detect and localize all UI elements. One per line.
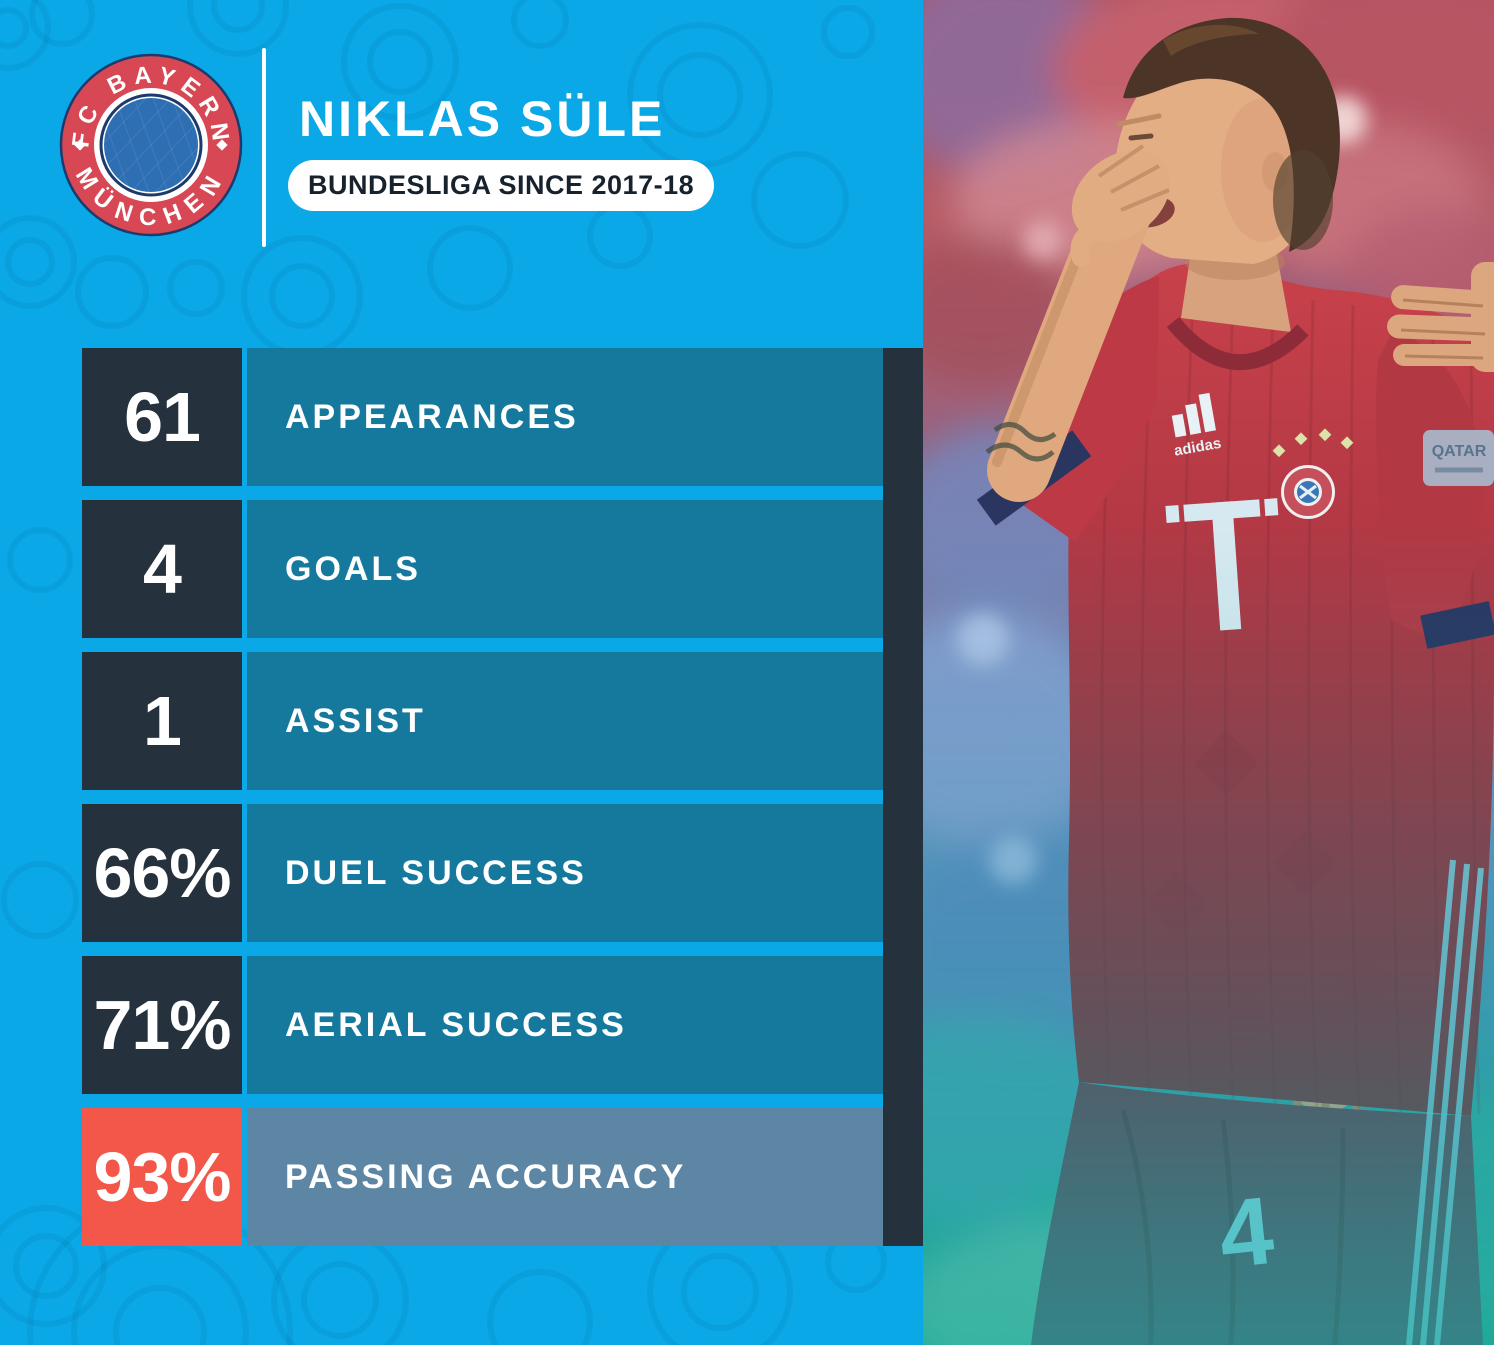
sleeve-patch-text: QATAR	[1432, 443, 1487, 460]
stat-value: 93%	[82, 1108, 242, 1246]
player-photo-art: adidas	[923, 0, 1494, 1345]
crest-lozenge-field	[104, 98, 198, 192]
jersey-collar	[1166, 316, 1309, 370]
stat-row-appearances: 61 APPEARANCES	[82, 348, 883, 486]
stat-row-aerial-success: 71% AERIAL SUCCESS	[82, 956, 883, 1094]
header-divider	[262, 48, 266, 247]
jersey-crest	[1281, 465, 1335, 519]
stat-label-bar: GOALS	[247, 500, 883, 638]
stats-side-strip	[883, 348, 923, 1246]
stat-value: 61	[82, 348, 242, 486]
stat-row-goals: 4 GOALS	[82, 500, 883, 638]
stat-value: 4	[82, 500, 242, 638]
stat-label-bar: ASSIST	[247, 652, 883, 790]
player-raised-arm	[976, 144, 1171, 542]
stat-row-passing-accuracy: 93% PASSING ACCURACY	[82, 1108, 883, 1246]
stat-label: AERIAL SUCCESS	[285, 1005, 627, 1044]
forearm-tattoo	[985, 422, 1057, 462]
subtitle-badge: BUNDESLIGA SINCE 2017-18	[288, 160, 715, 211]
crest-navy-ring	[99, 93, 203, 197]
stat-label: APPEARANCES	[285, 397, 579, 436]
teal-overlay	[923, 520, 1494, 1345]
stats-list: 61 APPEARANCES 4 GOALS 1 ASSIST 66% DUEL…	[82, 348, 883, 1246]
sleeve-patch: QATAR	[1423, 430, 1494, 486]
stat-row-assist: 1 ASSIST	[82, 652, 883, 790]
player-photo: adidas	[923, 0, 1494, 1345]
stat-value: 1	[82, 652, 242, 790]
stat-label-bar: AERIAL SUCCESS	[247, 956, 883, 1094]
stat-row-duel-success: 66% DUEL SUCCESS	[82, 804, 883, 942]
stat-value: 66%	[82, 804, 242, 942]
stat-label: PASSING ACCURACY	[285, 1157, 687, 1196]
player-hair	[1123, 17, 1340, 252]
stat-label: ASSIST	[285, 701, 426, 740]
player-name: NIKLAS SÜLE	[299, 91, 666, 147]
stat-label-bar: APPEARANCES	[247, 348, 883, 486]
stat-label-bar: DUEL SUCCESS	[247, 804, 883, 942]
stat-value: 71%	[82, 956, 242, 1094]
stat-label-bar: PASSING ACCURACY	[247, 1108, 883, 1246]
stat-label: DUEL SUCCESS	[285, 853, 587, 892]
stat-label: GOALS	[285, 549, 421, 588]
teammate-hand	[1387, 262, 1494, 372]
club-crest: FC BAYERN MÜNCHEN	[59, 53, 243, 237]
